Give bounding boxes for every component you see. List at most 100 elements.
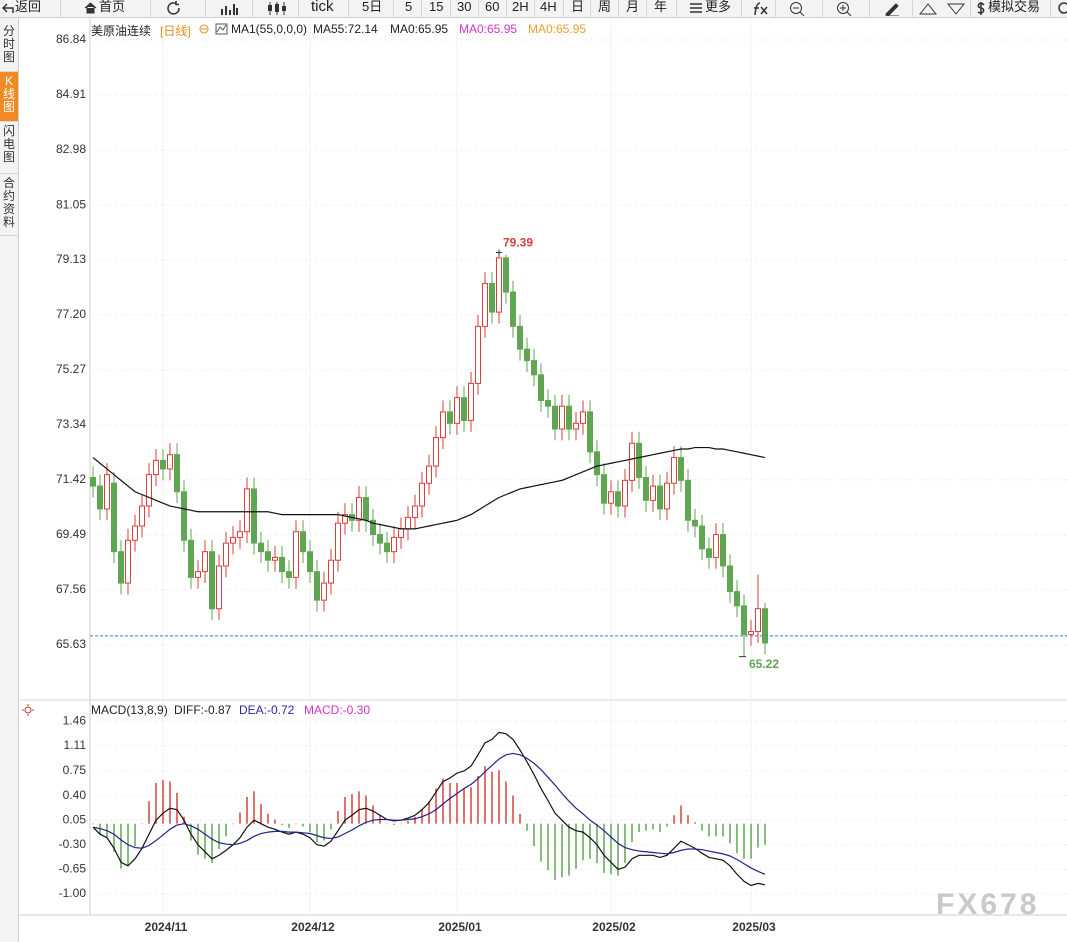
macd-bar [456, 782, 458, 824]
draw-button[interactable] [884, 1, 900, 16]
macd-bar [484, 766, 486, 824]
legend-item: 美原油连续 [91, 24, 152, 38]
period-button[interactable]: 日 [571, 0, 585, 14]
macd-bar [337, 811, 339, 824]
macd-bar [631, 823, 633, 842]
macd-bar [267, 813, 269, 824]
separator [775, 0, 776, 17]
y-tick-label: 75.27 [56, 362, 86, 376]
refresh-button[interactable] [166, 1, 182, 16]
candle-body [601, 474, 607, 504]
more-button[interactable]: 更多 [705, 0, 732, 14]
formula-button[interactable] [751, 1, 769, 16]
watermark: FX678 [936, 888, 1040, 921]
macd-bar [463, 788, 465, 824]
candle-button[interactable] [266, 1, 288, 16]
macd-bar [575, 823, 577, 869]
legend-item: DIFF:-0.87 [174, 703, 232, 717]
home-button[interactable]: 首页 [99, 0, 126, 14]
x-tick-label: 2025/03 [732, 920, 776, 934]
candle-body [167, 454, 173, 470]
candle-body [342, 514, 348, 524]
macd-bar [568, 823, 570, 876]
candle-body [461, 397, 467, 421]
period-button[interactable]: 2H [512, 0, 529, 14]
macd-bar [687, 815, 689, 824]
candle-body [405, 516, 411, 530]
dollar-icon [977, 2, 985, 15]
macd-bar [176, 792, 178, 824]
period-button[interactable]: 4H [540, 0, 557, 14]
candle-body [531, 360, 537, 376]
y-tick-label: 69.49 [56, 527, 86, 541]
candle-body [447, 411, 453, 424]
candle-body [629, 442, 635, 481]
candle-body [566, 405, 572, 430]
separator [478, 0, 479, 17]
period-button[interactable]: 月 [626, 0, 640, 14]
period-button[interactable]: 15 [429, 0, 444, 14]
macd-bar [477, 775, 479, 824]
candle-body [363, 496, 369, 521]
macd-bar [169, 781, 171, 824]
tab[interactable]: 合约资料 [0, 174, 18, 236]
candle-body [209, 551, 215, 610]
macd-bar [512, 795, 514, 824]
period-button[interactable]: 60 [485, 0, 500, 14]
candle-body [230, 536, 236, 544]
candle-body [538, 374, 544, 402]
legend-item: MACD(13,8,9) [91, 703, 168, 717]
sidebar: 分时图 K线图 闪电图 合约资料 [0, 18, 19, 942]
period-button[interactable]: tick [311, 0, 334, 15]
macd-bar [589, 823, 591, 859]
separator [618, 0, 619, 17]
candle-body [608, 491, 614, 504]
macd-bar [414, 816, 416, 824]
macd-bar [225, 823, 227, 837]
period-button[interactable]: 30 [457, 0, 472, 14]
macd-bar [281, 823, 283, 826]
y-tick-label: 82.98 [56, 142, 86, 156]
candle-body [356, 496, 362, 521]
separator [506, 0, 507, 17]
zoom-in-button[interactable] [836, 1, 852, 16]
candle-body [279, 556, 285, 573]
separator [421, 0, 422, 17]
max-marker [496, 249, 502, 256]
down-triangle-button[interactable] [946, 1, 966, 16]
period-button[interactable]: 5 [405, 0, 413, 14]
candle-body [720, 534, 726, 567]
candle-body [489, 283, 495, 313]
candle-body [335, 522, 341, 561]
legend-item: [日线] [160, 24, 191, 38]
candle-body [524, 348, 530, 362]
tab[interactable]: 分时图 [0, 22, 18, 72]
triangle-button[interactable] [918, 1, 938, 16]
separator [60, 0, 61, 17]
bar-chart-button[interactable] [220, 1, 240, 16]
candle-body [440, 411, 446, 439]
separator [869, 0, 870, 17]
candle-body [622, 479, 628, 507]
period-button[interactable]: 周 [598, 0, 612, 14]
period-button[interactable]: 年 [654, 0, 668, 14]
sim-trade-button[interactable]: 模拟交易 [988, 0, 1041, 14]
candle-body [552, 405, 558, 430]
macd-bar [498, 770, 500, 824]
candle-body [741, 605, 747, 635]
candle-body [545, 400, 551, 407]
legend-item: DEA:-0.72 [239, 703, 295, 717]
candle-body [153, 459, 159, 476]
settings-button[interactable] [1057, 1, 1067, 16]
zoom-out-button[interactable] [789, 1, 805, 16]
tab-active[interactable]: K线图 [0, 72, 18, 122]
candle-body [174, 454, 180, 493]
macd-bar [274, 819, 276, 824]
back-button[interactable]: 返回 [15, 0, 42, 14]
y-tick-label: 77.20 [56, 307, 86, 321]
period-button[interactable]: 5日 [362, 0, 383, 14]
separator [590, 0, 591, 17]
tab[interactable]: 闪电图 [0, 122, 18, 174]
candle-body [391, 536, 397, 553]
